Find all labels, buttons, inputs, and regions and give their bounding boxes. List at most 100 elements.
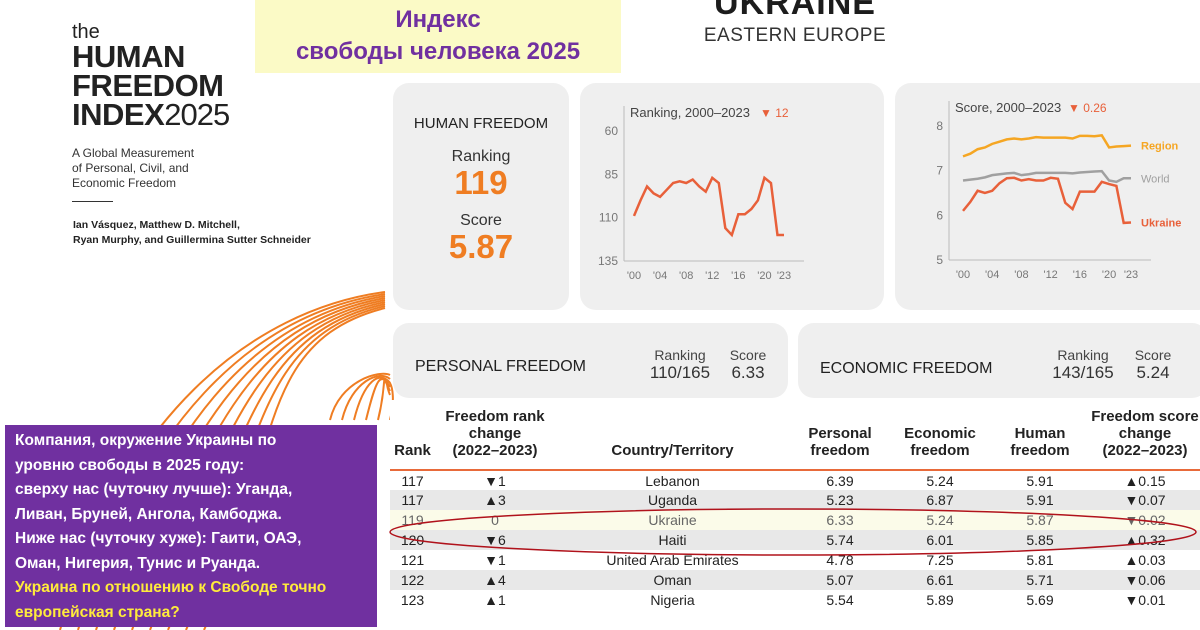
table-cell: 5.07 — [790, 570, 890, 590]
table-cell: 5.23 — [790, 490, 890, 510]
series-line-ukraine — [632, 175, 784, 238]
table-cell: 5.24 — [890, 510, 990, 530]
authors: Ian Vásquez, Matthew D. Mitchell, Ryan M… — [73, 218, 311, 248]
table-cell: United Arab Emirates — [606, 552, 739, 568]
x-tick-label: '12 — [705, 270, 719, 282]
table-cell: 6.39 — [826, 472, 854, 489]
table-cell: 5.89 — [926, 592, 954, 608]
note-question: Украина по отношению к Свободе точно — [15, 579, 327, 596]
orange-curve — [341, 374, 391, 421]
orange-curve — [329, 372, 391, 421]
commentary-box: Компания, окружение Украины по уровню сво… — [5, 425, 377, 627]
x-tick-label: '16 — [731, 270, 745, 282]
x-tick-label: '20 — [757, 270, 771, 282]
y-tick-label: 5 — [936, 253, 943, 267]
authors-line: Ryan Murphy, and Guillermina Sutter Schn… — [73, 234, 311, 246]
table-cell: ▲0.32 — [1090, 530, 1200, 550]
card-title: HUMAN FREEDOM — [413, 115, 549, 132]
column-header: Freedom rank change (2022–2023) — [435, 400, 555, 470]
x-tick-label: '00 — [627, 270, 641, 282]
score-value: 6.33 — [731, 363, 765, 382]
orange-curve — [353, 376, 391, 421]
note-line: Ниже нас (чуточку хуже): Гаити, ОАЭ, — [15, 530, 302, 547]
table-cell: 117 — [390, 490, 435, 510]
ranking-value: 143/165 — [1052, 363, 1114, 382]
table-cell: Lebanon — [645, 472, 700, 489]
table-cell: ▲4 — [435, 570, 555, 590]
series-line-ukraine — [962, 176, 1132, 225]
header-line: Human — [1014, 425, 1066, 442]
note-line: Ливан, Бруней, Ангола, Камбоджа. — [15, 505, 282, 523]
y-tick-label: 110 — [599, 211, 618, 225]
table-cell: 5.74 — [790, 530, 890, 550]
table-cell: 117 — [401, 472, 424, 489]
country-name: UKRAINE — [714, 0, 876, 22]
table-cell: 5.81 — [1026, 552, 1054, 568]
logo-line3: INDEX — [72, 97, 165, 132]
table-cell: 5.24 — [926, 472, 954, 489]
table-row: 120 ▼6 Haiti 5.74 6.01 5.85 ▲0.32 — [390, 530, 1200, 550]
y-tick-label: 85 — [605, 167, 619, 181]
table-cell: 7.25 — [926, 552, 954, 568]
table-cell: 5.91 — [990, 490, 1090, 510]
table-cell: Ukraine — [555, 510, 790, 530]
table-cell: Haiti — [555, 530, 790, 550]
ranking-label: Ranking — [1057, 347, 1109, 363]
note-line: уровню свободы в 2025 году: — [15, 456, 245, 474]
ranking-chart: 60 85 110 135 '00 '04 '08 '12 '16 '20 '23 Ranking, … — [598, 105, 804, 282]
logo-year: 2025 — [164, 97, 230, 132]
table-cell: ▼0.07 — [1090, 490, 1200, 510]
x-tick-label: '08 — [679, 270, 693, 282]
table-cell: ▲1 — [484, 592, 506, 608]
series-line-world — [962, 169, 1131, 184]
header-line: Freedom score — [1091, 408, 1199, 425]
table-row: 117 ▼1 Lebanon 6.39 5.24 5.91 ▲0.15 — [390, 470, 1200, 490]
y-tick-label: 60 — [605, 124, 619, 138]
header-line: Freedom rank — [445, 408, 545, 425]
table-cell: 5.85 — [990, 530, 1090, 550]
subtitle-line: of Personal, Civil, and — [72, 161, 189, 175]
economic-freedom-card: ECONOMIC FREEDOM Ranking 143/165 Score 5.2… — [798, 323, 1200, 398]
banner-line1: Индекс — [395, 6, 481, 33]
legend-world: World — [1141, 173, 1170, 185]
y-tick-label: 135 — [598, 254, 618, 268]
header-line: Personal — [808, 425, 872, 442]
ranking-label: Ranking — [654, 347, 706, 363]
table-cell: ▼0.01 — [1124, 592, 1166, 608]
logo-line1: HUMAN — [72, 39, 185, 74]
note-line: Компания, окружение Украины по — [15, 432, 277, 449]
header-line: freedom — [1010, 442, 1070, 459]
score-chart-card: 8 7 6 5 '00 '04 '08 '12 '16 '20 '23 Score, 2000–202… — [895, 83, 1200, 310]
table-cell: ▲3 — [435, 490, 555, 510]
subtitle-line: A Global Measurement — [72, 146, 195, 160]
x-tick-label: '16 — [1073, 269, 1087, 281]
header-line: freedom — [810, 442, 870, 459]
table-cell: 6.61 — [890, 570, 990, 590]
score-chart: 8 7 6 5 '00 '04 '08 '12 '16 '20 '23 Score, 2000–202… — [936, 100, 1181, 281]
ranking-label: Ranking — [451, 148, 511, 165]
table-row: 122 ▲4 Oman 5.07 6.61 5.71 ▼0.06 — [390, 570, 1200, 590]
header-line: change — [468, 425, 522, 442]
hfi-logo: the HUMAN FREEDOM INDEX2025 — [72, 22, 230, 132]
ranking-chart-card: 60 85 110 135 '00 '04 '08 '12 '16 '20 '23 Ranking, … — [580, 83, 884, 310]
y-tick-label: 7 — [936, 164, 943, 178]
header-line: (2022–2023) — [452, 442, 538, 459]
x-tick-label: '23 — [777, 270, 791, 282]
card-title: ECONOMIC FREEDOM — [820, 360, 993, 377]
table-cell: 5.87 — [990, 510, 1090, 530]
table-cell: 0 — [435, 510, 555, 530]
header-line: Country/Territory — [611, 442, 734, 459]
column-header: Rank — [390, 400, 435, 470]
table-cell: ▼1 — [484, 472, 506, 489]
score-label: Score — [729, 347, 767, 363]
table-cell: 119 — [390, 510, 435, 530]
table-cell: 5.54 — [826, 592, 854, 608]
table-cell: 122 — [390, 570, 435, 590]
note-line: сверху нас (чуточку лучше): Уганда, — [15, 481, 293, 498]
table-cell: 6.33 — [790, 510, 890, 530]
table-row: 119 0 Ukraine 6.33 5.24 5.87 ▼0.02 — [390, 510, 1200, 530]
table-cell: 123 — [400, 592, 425, 608]
table-cell: 5.69 — [1026, 592, 1054, 608]
subtitle-line: Economic Freedom — [72, 176, 177, 190]
score-label: Score — [1134, 347, 1172, 363]
